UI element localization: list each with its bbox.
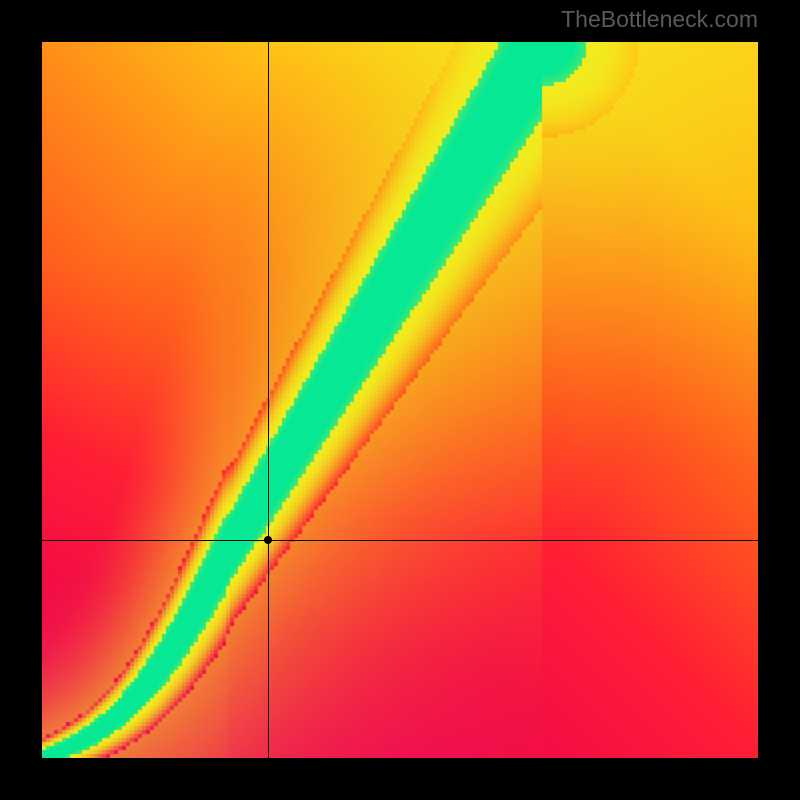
watermark-text: TheBottleneck.com [561,6,758,33]
plot-area [42,42,758,758]
crosshair-horizontal [42,540,758,541]
crosshair-vertical [268,42,269,758]
heatmap-canvas [42,42,758,758]
crosshair-marker-dot [264,536,272,544]
